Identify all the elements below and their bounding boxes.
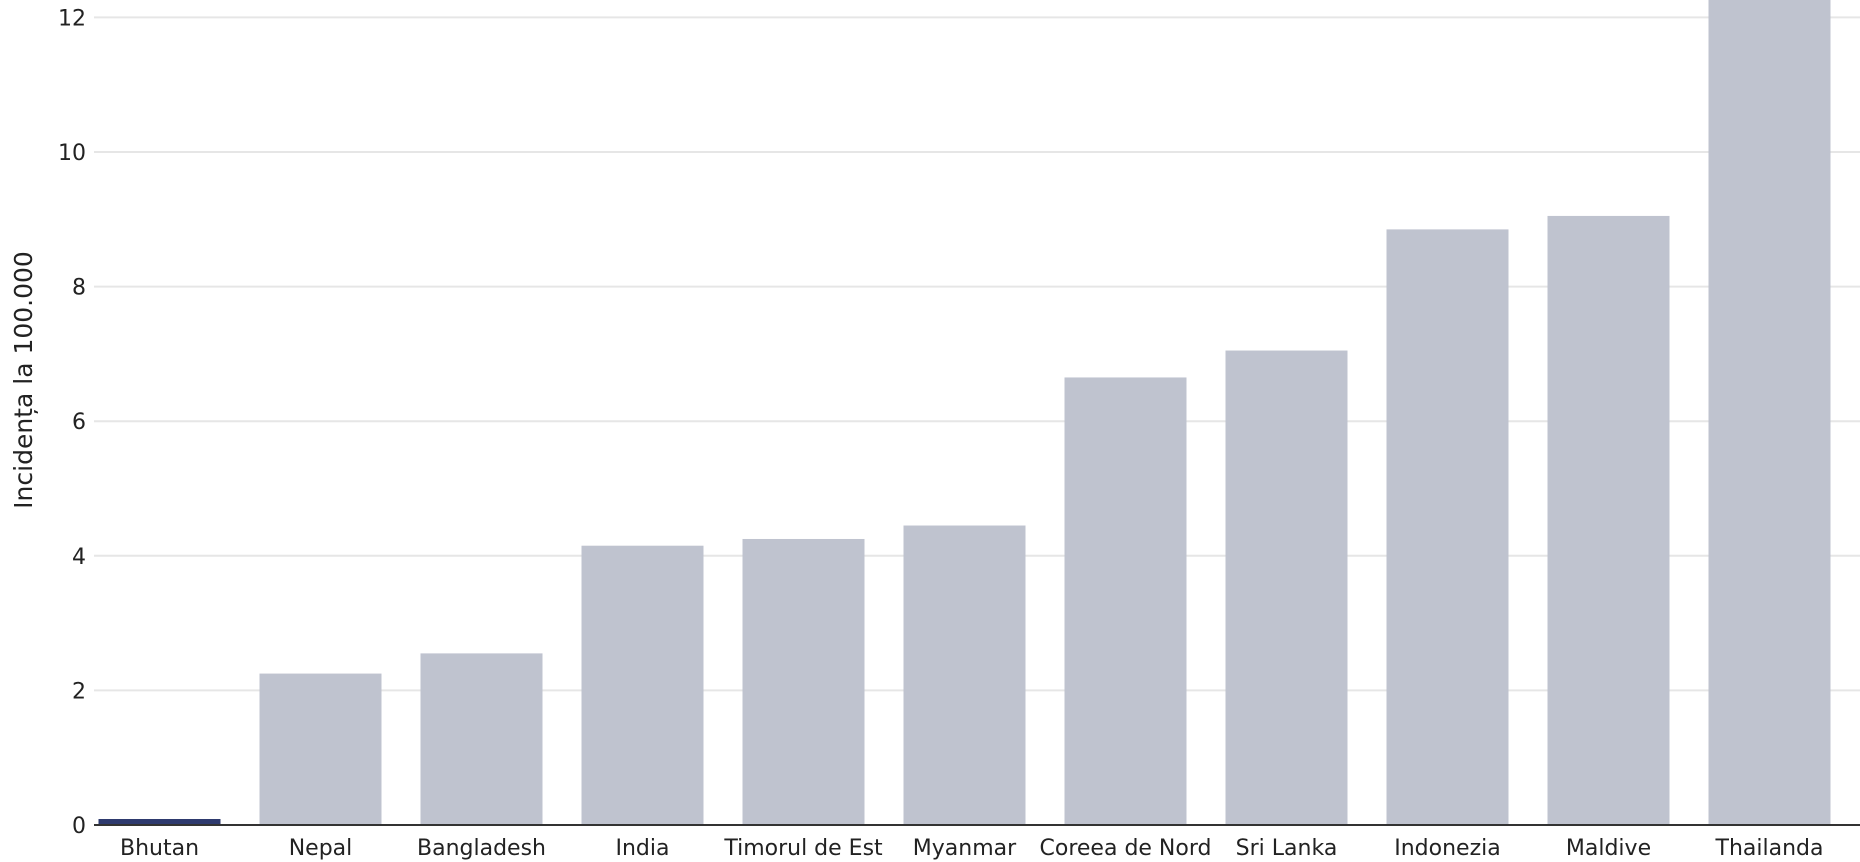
x-tick-label: Thailanda (1715, 836, 1824, 861)
y-tick-label: 12 (58, 6, 86, 31)
bar-bangladesh (420, 653, 543, 825)
bar-nepal (259, 673, 382, 825)
bar-coreea-de-nord (1064, 377, 1187, 825)
y-tick-label: 2 (72, 679, 86, 704)
bar-bhutan (98, 819, 221, 825)
x-tick-label: Nepal (289, 836, 353, 861)
bar-maldive (1547, 215, 1670, 825)
bars (98, 0, 1831, 825)
x-tick-label: Bangladesh (417, 836, 546, 861)
x-tick-label: India (616, 836, 670, 861)
y-tick-label: 4 (72, 545, 86, 570)
x-tick-label: Sri Lanka (1236, 836, 1338, 861)
x-tick-label: Maldive (1566, 836, 1651, 861)
bar-thailanda (1708, 0, 1831, 825)
bar-indonezia (1386, 229, 1509, 825)
y-tick-label: 6 (72, 410, 86, 435)
y-tick-label: 0 (72, 814, 86, 839)
y-tick-label: 10 (58, 141, 86, 166)
x-tick-label: Coreea de Nord (1040, 836, 1212, 861)
bar-sri-lanka (1225, 350, 1348, 825)
x-tick-label: Indonezia (1394, 836, 1500, 861)
x-tick-label: Bhutan (120, 836, 199, 861)
x-tick-label: Timorul de Est (723, 836, 883, 861)
axes: 0 2 4 6 8 10 12 Bhutan Nepal Bangladesh India Timor… (58, 6, 1860, 861)
bar-india (581, 545, 704, 825)
bar-myanmar (903, 525, 1026, 825)
x-tick-label: Myanmar (913, 836, 1017, 861)
bar-timorul-de-est (742, 538, 865, 825)
y-axis-title: Incidența la 100.000 (9, 251, 38, 509)
y-tick-label: 8 (72, 276, 86, 301)
